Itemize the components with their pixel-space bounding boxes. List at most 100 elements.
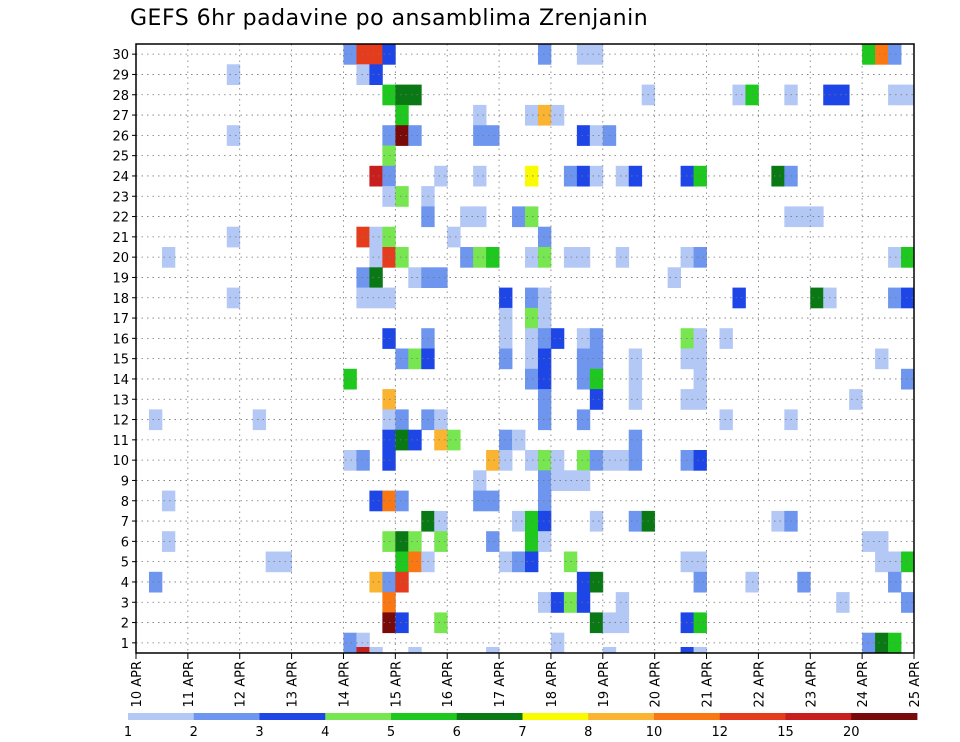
- heatmap-cell: [537, 450, 552, 471]
- legend-label: 5: [387, 725, 395, 740]
- y-tick-label: 22: [112, 211, 129, 226]
- heatmap-cell: [589, 125, 604, 146]
- heatmap-cell: [512, 510, 526, 532]
- heatmap-cell: [226, 125, 241, 146]
- heatmap-cell: [797, 571, 811, 593]
- heatmap-cell: [252, 409, 267, 431]
- heatmap-cell: [486, 450, 500, 471]
- heatmap-cell: [525, 206, 539, 228]
- heatmap-cell: [525, 287, 539, 309]
- y-tick-label: 27: [112, 109, 129, 124]
- heatmap-cell: [369, 226, 383, 248]
- y-tick-label: 9: [121, 474, 129, 489]
- heatmap-cell: [408, 84, 422, 106]
- y-tick-label: 26: [112, 129, 129, 144]
- x-tick-label: 16 APR: [441, 661, 456, 707]
- heatmap-cell: [395, 551, 409, 573]
- heatmap-cell: [473, 490, 487, 512]
- y-tick-label: 15: [112, 353, 129, 368]
- legend-swatch: [785, 713, 852, 720]
- heatmap-cell: [576, 44, 591, 65]
- x-tick-label: 12 APR: [234, 661, 249, 707]
- x-tick-label: 19 APR: [597, 661, 612, 707]
- heatmap-cell: [369, 647, 383, 653]
- heatmap-cell: [836, 84, 850, 106]
- legend-swatch: [719, 713, 786, 720]
- heatmap-cell: [576, 348, 591, 370]
- legend-swatch: [325, 713, 392, 720]
- legend-label: 7: [518, 725, 526, 740]
- heatmap-cell: [589, 510, 604, 532]
- heatmap-cell: [576, 368, 591, 390]
- heatmap-cell: [395, 348, 409, 370]
- legend-label: 1: [124, 725, 132, 740]
- legend-label: 6: [453, 725, 461, 740]
- heatmap-cell: [537, 409, 552, 431]
- heatmap-cell: [525, 368, 539, 390]
- legend-label: 4: [321, 725, 329, 740]
- heatmap-cell: [434, 409, 448, 431]
- heatmap-cell: [693, 612, 707, 634]
- heatmap-cell: [615, 450, 630, 471]
- y-tick-label: 3: [121, 596, 129, 611]
- heatmap-cell: [576, 328, 591, 349]
- heatmap-cell: [525, 307, 539, 329]
- heatmap-cell: [473, 165, 487, 187]
- heatmap-cell: [434, 429, 448, 451]
- legend-label: 20: [843, 725, 860, 740]
- heatmap-cell: [486, 490, 500, 512]
- gridlines: [136, 44, 914, 653]
- heatmap-cell: [537, 247, 552, 268]
- heatmap-cell: [693, 165, 707, 187]
- heatmap-cell: [888, 84, 902, 106]
- heatmap-cell: [732, 84, 746, 106]
- heatmap-cell: [875, 44, 889, 65]
- heatmap-cell: [395, 429, 409, 451]
- heatmap-cell: [550, 328, 565, 349]
- heatmap-cell: [537, 104, 552, 126]
- heatmap-cell: [369, 44, 383, 65]
- heatmap-cell: [525, 510, 539, 532]
- heatmap-cell: [589, 571, 604, 593]
- heatmap-cell: [537, 348, 552, 370]
- heatmap-cell: [537, 510, 552, 532]
- heatmap-cell: [473, 206, 487, 228]
- heatmap-cell: [395, 186, 409, 207]
- legend-label: 3: [255, 725, 263, 740]
- heatmap-cell: [693, 389, 707, 410]
- heatmap-cell: [719, 409, 733, 431]
- heatmap-cell: [875, 632, 889, 654]
- heatmap-cell: [849, 389, 863, 410]
- y-tick-label: 20: [112, 251, 129, 266]
- heatmap-cell: [888, 287, 902, 309]
- heatmap-cell: [356, 44, 370, 65]
- legend-label: 10: [646, 725, 663, 740]
- heatmap-cell: [888, 44, 902, 65]
- heatmap-cell: [771, 510, 785, 532]
- heatmap-cell: [576, 592, 591, 613]
- heatmap-cell: [369, 64, 383, 85]
- heatmap-cell: [550, 104, 565, 126]
- heatmap-cell: [901, 551, 915, 573]
- heatmap-cell: [680, 647, 694, 653]
- legend-label: 15: [777, 725, 794, 740]
- heatmap-cell: [408, 429, 422, 451]
- y-tick-label: 10: [112, 454, 129, 469]
- heatmap-cell: [602, 647, 617, 653]
- x-tick-label: 21 APR: [701, 661, 716, 707]
- heatmap-cell: [589, 612, 604, 634]
- y-tick-label: 16: [112, 332, 129, 347]
- heatmap-cell: [395, 125, 409, 146]
- heatmap-cell: [356, 267, 370, 288]
- heatmap-cell: [888, 551, 902, 573]
- heatmap-cell: [434, 165, 448, 187]
- legend-swatch: [128, 713, 195, 720]
- heatmap-cell: [693, 450, 707, 471]
- heatmap-cell: [576, 450, 591, 471]
- y-tick-label: 4: [121, 576, 129, 591]
- heatmap-cell: [576, 470, 591, 491]
- heatmap-cell: [473, 104, 487, 126]
- heatmap-cell: [732, 287, 746, 309]
- heatmap-cell: [525, 348, 539, 370]
